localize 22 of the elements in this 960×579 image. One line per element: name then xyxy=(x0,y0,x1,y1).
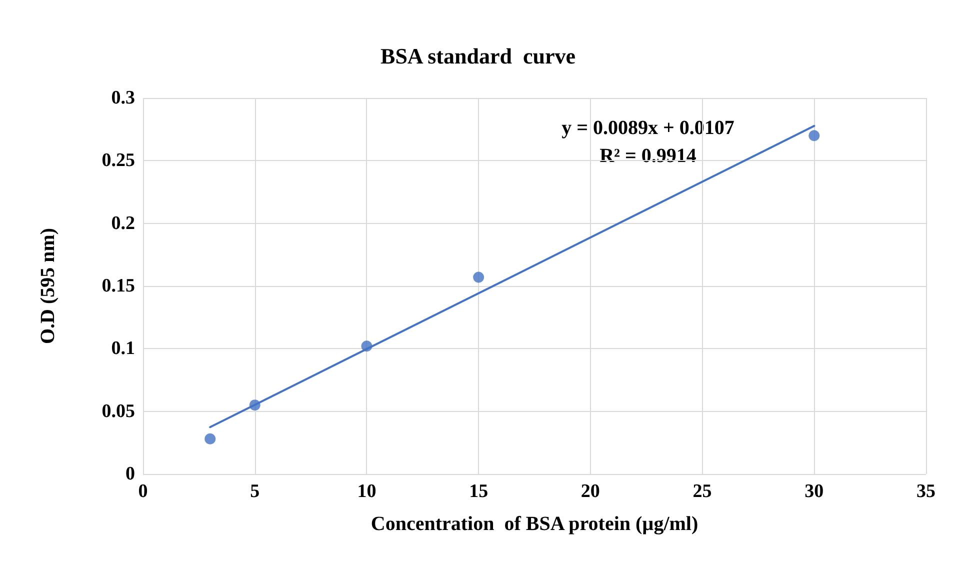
point xyxy=(473,272,484,283)
y-tick-label: 0 xyxy=(126,464,135,484)
y-axis-title: O.D (595 nm) xyxy=(37,228,59,344)
y-tick-label: 0.1 xyxy=(111,338,135,360)
x-axis-title: Concentration of BSA protein (µg/ml) xyxy=(370,513,698,535)
x-tick-label: 20 xyxy=(580,481,600,502)
x-tick-label: 5 xyxy=(250,481,260,502)
point xyxy=(808,130,820,142)
x-tick-label: 35 xyxy=(916,481,936,502)
chart-title: BSA standard curve xyxy=(380,44,576,68)
point xyxy=(204,433,216,444)
y-tick-label: 0.15 xyxy=(102,276,135,296)
x-tick-label: 25 xyxy=(692,481,712,502)
x-tick-label: 10 xyxy=(357,481,376,502)
y-tick-label: 0.3 xyxy=(111,88,135,108)
x-tick-label: 0 xyxy=(138,481,148,502)
x-tick-label: 30 xyxy=(804,481,824,502)
y-tick-label: 0.2 xyxy=(111,212,135,234)
x-tick-label: 15 xyxy=(469,481,488,502)
annotation: y = 0.0089x + 0.0107 xyxy=(562,117,734,139)
y-tick-label: 0.25 xyxy=(102,150,135,172)
y-tick-label: 0.05 xyxy=(102,400,135,422)
